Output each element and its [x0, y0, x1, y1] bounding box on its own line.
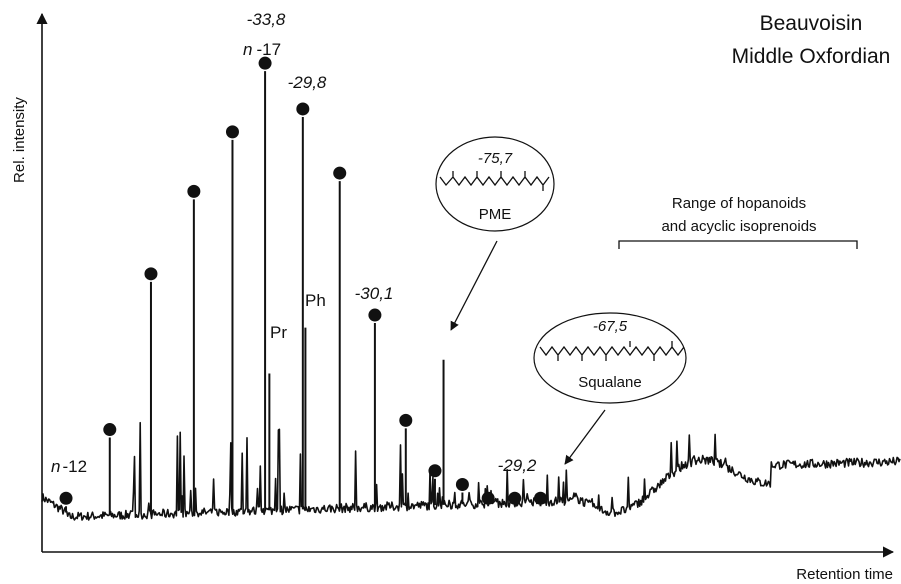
range-label-line1: Range of hopanoids — [672, 195, 806, 212]
peak-marker-17 — [533, 491, 547, 505]
pme-label: PME — [479, 206, 512, 223]
peak-marker-11 — [399, 413, 413, 427]
peak-marker-3 — [187, 184, 201, 198]
peak-marker-1 — [103, 423, 117, 437]
peak-marker-9 — [333, 166, 347, 180]
peak-marker-8 — [296, 102, 310, 116]
n-prefix: n — [51, 457, 60, 476]
peak-marker-12 — [428, 464, 442, 478]
pme-isotope: -75,7 — [478, 150, 513, 167]
pme-arrow — [450, 240, 498, 331]
x-axis-label: Retention time — [796, 566, 893, 583]
squalane-structure — [539, 341, 685, 361]
y-axis-label: Rel. intensity — [11, 97, 28, 183]
peak-marker-16 — [508, 491, 522, 505]
n-prefix: n — [243, 40, 252, 59]
peak-markers — [59, 56, 547, 505]
chromatogram-trace — [41, 421, 901, 521]
peak-label-pr: Pr — [270, 323, 287, 342]
range-label-line2: and acyclic isoprenoids — [661, 218, 816, 235]
isotope-label-squalane: -29,2 — [498, 456, 537, 475]
pme-callout: -75,7 PME — [435, 136, 555, 232]
peak-marker-0 — [59, 491, 73, 505]
squalane-label: Squalane — [578, 374, 641, 391]
peak-marker-5 — [258, 56, 272, 70]
range-bracket — [618, 240, 858, 249]
n12-suffix: -12 — [62, 457, 87, 476]
pme-structure — [439, 171, 550, 191]
peak-label-n12: n -12 — [51, 457, 87, 476]
peak-marker-10 — [368, 308, 382, 322]
chart-title: Beauvoisin — [760, 12, 863, 35]
peak-label-n17: n -17 — [243, 40, 281, 59]
chart-subtitle: Middle Oxfordian — [732, 45, 891, 68]
n17-suffix: -17 — [256, 40, 281, 59]
squalane-arrow — [564, 409, 606, 465]
isotope-label-n17: -33,8 — [247, 10, 286, 29]
peak-marker-4 — [225, 125, 239, 139]
isotope-label-n18: -29,8 — [288, 73, 327, 92]
peak-marker-2 — [144, 267, 158, 281]
peak-marker-14 — [455, 478, 469, 492]
squalane-isotope: -67,5 — [593, 318, 628, 335]
peak-marker-15 — [481, 491, 495, 505]
isotope-label-n20: -30,1 — [355, 284, 394, 303]
squalane-callout: -67,5 Squalane — [533, 312, 687, 404]
peak-label-ph: Ph — [305, 291, 326, 310]
peak-lines — [65, 71, 564, 516]
